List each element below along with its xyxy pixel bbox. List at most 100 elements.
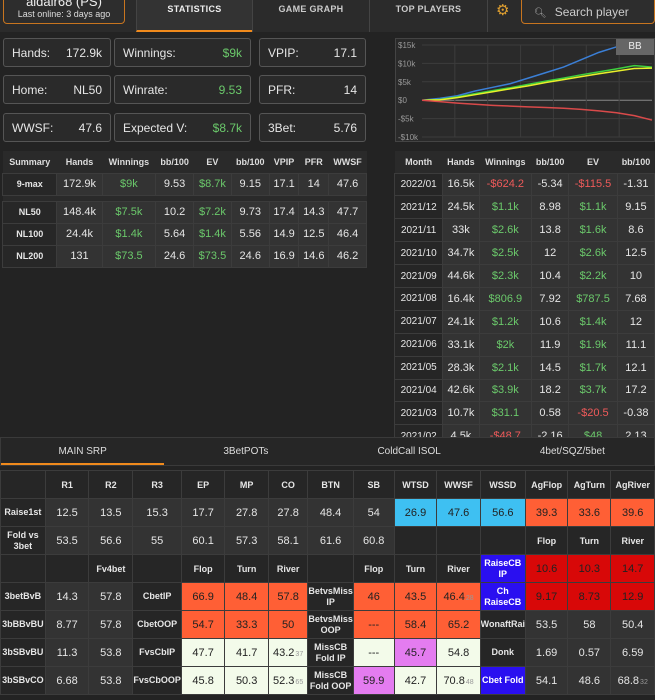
cell-value: 70.8 xyxy=(443,674,465,687)
grid-cell: 41.7 xyxy=(224,638,269,667)
cell: 42.6k xyxy=(442,378,480,403)
cell: 12 xyxy=(531,241,570,266)
cell-value: 56.6 xyxy=(100,534,122,547)
stat-value: 17.1 xyxy=(333,45,357,60)
grid-cell: 60.1 xyxy=(180,526,226,555)
stat-value: NL50 xyxy=(73,82,102,97)
grid-cell: 47.7 xyxy=(180,638,226,667)
tab-3bet-pots[interactable]: 3BetPOTs xyxy=(223,446,269,457)
grid-cell: 0.57 xyxy=(567,638,612,667)
grid-cell: CbetOOP xyxy=(132,610,182,639)
grid-cell: 43.237 xyxy=(267,638,309,667)
grid-cell: AgFlop xyxy=(524,470,569,499)
cell-value: 12.5 xyxy=(56,506,78,519)
grid-cell: 10.3 xyxy=(567,554,612,583)
cell: $7.2k xyxy=(193,200,232,224)
cell: 11.1 xyxy=(616,332,655,357)
cell: $73.5 xyxy=(193,244,232,268)
cell-value: 33.6 xyxy=(578,506,601,519)
grid-cell: 27.8 xyxy=(267,498,309,527)
grid-cell: MP xyxy=(224,470,269,499)
cell-value: Fold vs 3bet xyxy=(7,529,39,551)
cell-value: 14.3 xyxy=(56,590,78,603)
stat-box: Home: NL50 xyxy=(3,75,111,104)
last-online: Last online: 3 days ago xyxy=(17,9,111,19)
column-header: EV xyxy=(568,151,618,173)
bb-toggle-button[interactable]: BB xyxy=(616,39,654,55)
cell-value: EP xyxy=(197,479,210,490)
tab-coldcall-isol[interactable]: ColdCall ISOL xyxy=(377,446,441,457)
cell: 11.9 xyxy=(531,332,570,357)
grid-cell: 56.6 xyxy=(88,526,134,555)
cell: 13.8 xyxy=(531,218,570,243)
grid-cell: WSSD xyxy=(479,470,526,499)
grid-cell: 59.9 xyxy=(352,666,395,695)
cell-value: 48.4 xyxy=(319,506,342,519)
tab-main-srp[interactable]: MAIN SRP xyxy=(1,438,165,465)
cell: -0.38 xyxy=(616,401,655,426)
grid-cell: River xyxy=(610,526,655,555)
grid-cell: FvsCbOOP xyxy=(132,666,182,695)
column-header: VPIP xyxy=(269,151,299,173)
grid-cell: 14.3 xyxy=(44,582,90,611)
monthly-table: Month Hands Winnings bb/100 EV bb/100 2022/01 1… xyxy=(393,151,655,449)
cell-value: 54 xyxy=(367,506,380,519)
grid-cell: 50 xyxy=(267,610,309,639)
column-header: Month xyxy=(394,151,443,173)
series-line-green xyxy=(421,64,653,101)
grid-cell: Flop xyxy=(524,526,569,555)
column-header: Summary xyxy=(2,151,57,173)
gear-icon[interactable]: ⚙ xyxy=(496,2,510,19)
player-profile[interactable]: aldair68 (PS) Last online: 3 days ago xyxy=(3,0,125,24)
tab-top-players[interactable]: TOP PLAYERS xyxy=(369,0,488,32)
grid-cell: 47.6 xyxy=(436,498,481,527)
cell-value: 8.73 xyxy=(578,590,601,603)
grid-cell: 45.8 xyxy=(180,666,226,695)
cell-value: FvsCbOOP xyxy=(133,675,181,685)
cell-value: 14.7 xyxy=(622,562,644,575)
cell: -5.34 xyxy=(531,172,570,197)
tab-statistics[interactable]: STATISTICS xyxy=(136,0,252,32)
cell: 12.5 xyxy=(616,241,655,266)
cell: 10 xyxy=(616,264,655,288)
srp-stats-grid: R1 R2 R3 EP MP CO BTN SB WTSD WWSF WSSD AgFlop AgTur… xyxy=(0,470,655,695)
tab-game-graph[interactable]: GAME GRAPH xyxy=(252,0,369,32)
cell-value: 3betBvB xyxy=(4,591,42,601)
stat-label: VPIP: xyxy=(268,45,299,60)
cell: 16.9 xyxy=(268,244,300,268)
stat-label: Winrate: xyxy=(123,82,168,97)
grid-cell: WonaftRai xyxy=(479,610,526,639)
cell-value: BetvsMiss IP xyxy=(308,585,353,607)
cell-value: 6.68 xyxy=(56,674,78,687)
cell-value: 45.8 xyxy=(192,674,214,687)
cell-value: Turn xyxy=(579,535,600,546)
grid-cell: WWSF xyxy=(436,470,481,499)
cell-value: 12.9 xyxy=(622,590,644,603)
grid-cell: 68.832 xyxy=(610,666,655,695)
cell: $7.5k xyxy=(101,200,157,224)
grid-cell: River xyxy=(267,554,309,583)
cell: 24.6 xyxy=(155,244,194,268)
grid-cell: 3bBBvBU xyxy=(0,610,46,639)
cell-value: Flop xyxy=(537,535,557,546)
table-row: 2022/01 16.5k -$624.2 -5.34 -$115.5 -1.31 xyxy=(393,172,655,197)
cell-value: 46 xyxy=(367,590,380,603)
grid-cell: Donk xyxy=(479,638,526,667)
cell-value: R2 xyxy=(105,479,117,490)
cell-value: CbetOOP xyxy=(137,619,178,629)
cell: 16.5k xyxy=(442,172,480,197)
table-row: 2021/06 33.1k $2k 11.9 $1.9k 11.1 xyxy=(393,332,655,357)
cell: $3.9k xyxy=(478,378,533,403)
search-input[interactable]: 🔍︎ Search player xyxy=(521,0,655,24)
cell: 24.5k xyxy=(442,195,480,220)
tab-4bet-sqz-5bet[interactable]: 4bet/SQZ/5bet xyxy=(539,446,605,457)
cell-value: 61.6 xyxy=(319,534,342,547)
cell-value: 8.77 xyxy=(56,618,78,631)
table-row: 2021/08 16.4k $806.9 7.92 $787.5 7.68 xyxy=(393,286,655,311)
grid-cell xyxy=(393,526,438,555)
grid-cell: 50.4 xyxy=(610,610,655,639)
cell-value: Fv4bet xyxy=(96,563,126,574)
cell-value: 45.7 xyxy=(404,646,427,659)
grid-cell: 33.3 xyxy=(224,610,269,639)
cell: $2.2k xyxy=(568,264,618,288)
